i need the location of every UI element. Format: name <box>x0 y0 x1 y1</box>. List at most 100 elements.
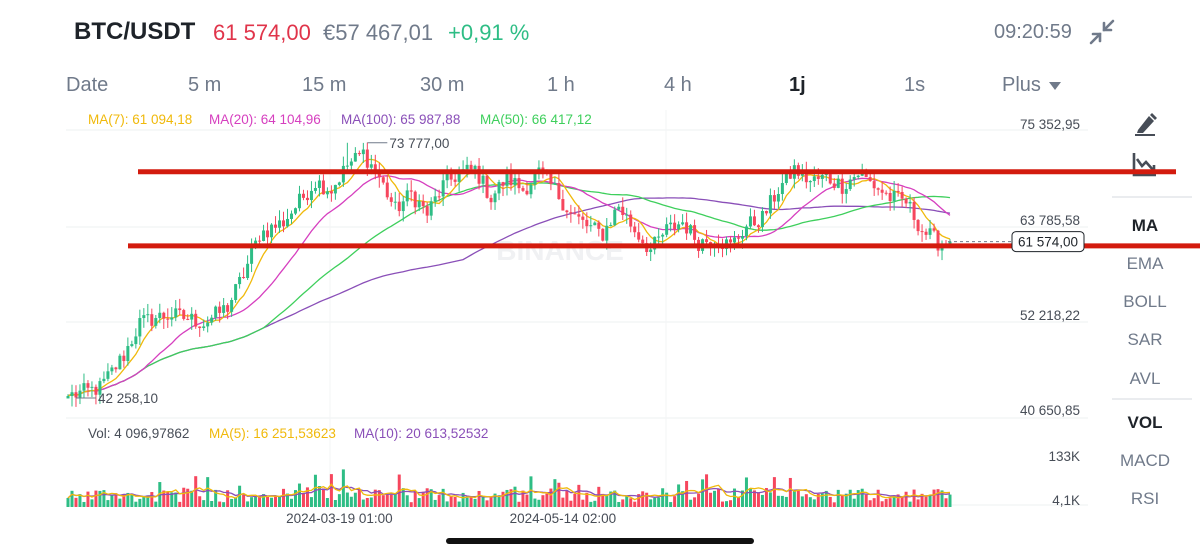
tab-plus[interactable]: Plus <box>1002 74 1061 97</box>
volume-bar <box>900 496 904 507</box>
pair-title[interactable]: BTC/USDT <box>74 18 196 45</box>
candle-body <box>736 237 740 239</box>
volume-bar <box>381 495 385 507</box>
tab-1h[interactable]: 1 h <box>547 74 575 96</box>
sidebar-item-boll[interactable]: BOLL <box>1123 292 1167 311</box>
sidebar-item-sar[interactable]: SAR <box>1127 330 1163 349</box>
volume-bar <box>681 491 685 507</box>
volume-bar <box>230 498 234 507</box>
volume-bar <box>377 490 381 507</box>
volume-bar <box>437 495 441 507</box>
tab-date[interactable]: Date <box>66 74 109 96</box>
sidebar-item-macd[interactable]: MACD <box>1119 451 1171 470</box>
volume-bar <box>317 486 321 507</box>
sidebar-item-avl[interactable]: AVL <box>1129 369 1161 388</box>
candle-body <box>210 317 214 323</box>
volume-bar <box>86 491 90 507</box>
volume-bar <box>804 494 808 507</box>
candle-body <box>274 224 278 228</box>
low-label: 42 258,10 <box>98 391 158 406</box>
candle-body <box>449 173 453 180</box>
collapse-icon[interactable] <box>1088 18 1116 46</box>
candle-body <box>385 182 389 198</box>
tab-30m[interactable]: 30 m <box>420 74 465 96</box>
candle-body <box>214 306 218 318</box>
candle-body <box>709 242 713 247</box>
volume-bar <box>481 496 485 507</box>
volume-bar <box>940 490 944 507</box>
candle-body <box>301 193 305 198</box>
sidebar-item-vol[interactable]: VOL <box>1127 413 1163 432</box>
candle-body <box>413 191 417 208</box>
candle-body <box>884 192 888 194</box>
tab-5m[interactable]: 5 m <box>188 74 222 96</box>
volume-bar <box>226 490 230 507</box>
volume-bar <box>305 487 309 507</box>
volume-bar <box>297 483 301 507</box>
volume-bar <box>321 488 325 507</box>
volume-bar <box>721 501 725 507</box>
candle-body <box>629 214 633 227</box>
candle-body <box>820 174 824 179</box>
candle-body <box>194 313 198 327</box>
sidebar-item-ma[interactable]: MA <box>1131 216 1159 235</box>
volume-bar <box>852 498 856 507</box>
tab-4h[interactable]: 4 h <box>664 74 692 96</box>
volume-bar <box>329 474 333 507</box>
volume-bar <box>796 489 800 507</box>
candle-body <box>361 149 365 155</box>
candle-body <box>178 308 182 311</box>
volume-bar <box>633 501 637 507</box>
candle-body <box>230 299 234 312</box>
candle-body <box>545 172 549 174</box>
volume-bar <box>924 496 928 507</box>
candle-body <box>944 243 948 245</box>
volume-bar <box>138 498 142 507</box>
tab-1j[interactable]: 1j <box>789 74 806 96</box>
volume-bar <box>162 490 166 507</box>
last-price-box <box>1011 231 1085 253</box>
volume-bar <box>433 499 437 507</box>
candle-body <box>142 315 146 319</box>
low-marker: 42 258,10 <box>75 391 158 406</box>
volume-bar <box>509 489 513 507</box>
candle-body <box>796 165 800 176</box>
ma50-legend: MA(50): 66 417,12 <box>480 112 592 127</box>
volume-bar <box>393 493 397 507</box>
sidebar-item-rsi[interactable]: RSI <box>1130 489 1160 508</box>
volume-bar <box>453 496 457 507</box>
candle-body <box>98 381 102 395</box>
candle-body <box>86 383 90 388</box>
indicator-chart-icon[interactable] <box>1132 151 1158 177</box>
candle-body <box>481 175 485 184</box>
candle-body <box>381 177 385 183</box>
tab-15m[interactable]: 15 m <box>302 74 347 96</box>
candle-body <box>333 184 337 194</box>
candle-body <box>150 314 154 326</box>
candle-body <box>357 152 361 155</box>
volume-bar <box>505 489 509 507</box>
candle-body <box>896 190 900 192</box>
volume-bar <box>385 494 389 507</box>
volume-bar <box>876 489 880 507</box>
candle-body <box>617 206 621 210</box>
candle-body <box>286 218 290 227</box>
candle-body <box>832 183 836 188</box>
volume-bar <box>66 498 70 507</box>
volume-bar <box>349 496 353 507</box>
volume-bar <box>270 497 274 507</box>
volume-bar <box>780 495 784 507</box>
candle-body <box>812 176 816 182</box>
volume-bar <box>469 496 473 507</box>
ma100-legend: MA(100): 65 987,88 <box>341 112 460 127</box>
volume-bar <box>489 496 493 507</box>
draw-pen-icon[interactable] <box>1132 110 1158 136</box>
volume-bar <box>709 492 713 507</box>
sidebar-item-ema[interactable]: EMA <box>1126 254 1164 273</box>
tab-1s[interactable]: 1s <box>904 74 926 96</box>
candle-body <box>721 246 725 249</box>
vma10-legend: MA(10): 20 613,52532 <box>354 426 488 441</box>
volume-bar <box>553 479 557 507</box>
volume-bar <box>932 489 936 507</box>
candle-body <box>309 190 313 201</box>
